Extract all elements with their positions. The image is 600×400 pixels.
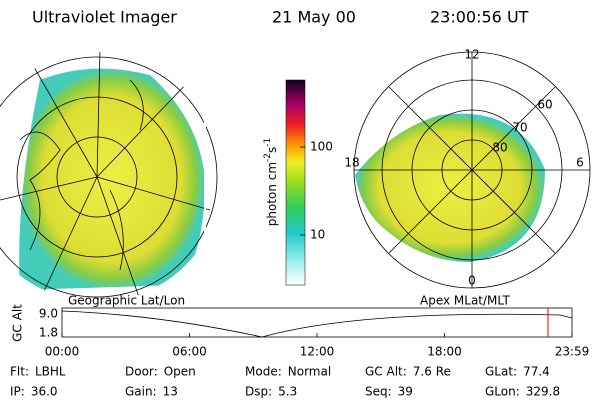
lat-label: 60 (537, 98, 552, 112)
x-tick-label: 06:00 (172, 345, 207, 359)
x-tick-label: 23:59 (555, 345, 590, 359)
info-value: 5.3 (278, 385, 297, 399)
mlt-label: 12 (464, 48, 479, 62)
mlt-label: 18 (344, 156, 359, 170)
info-value: 39 (398, 385, 413, 399)
info-label: Flt: (10, 365, 29, 379)
info-label: GC Alt: (365, 365, 407, 379)
info-value: LBHL (35, 365, 66, 379)
info-label: Dsp: (245, 385, 272, 399)
unit: s (265, 147, 279, 153)
info-label: Door: (125, 365, 158, 379)
y-label: GC Alt (11, 304, 25, 342)
info-value: Open (164, 365, 196, 379)
panel-label: Geographic Lat/Lon (68, 294, 185, 308)
info-value: 7.6 Re (413, 365, 451, 379)
lat-label: 70 (512, 121, 527, 135)
exp: -1 (263, 138, 273, 147)
colorbar (285, 79, 306, 286)
y-tick-label: 9.0 (39, 307, 58, 321)
info-label: GLat: (485, 365, 517, 379)
info-value: 13 (163, 385, 178, 399)
lat-label: 80 (492, 141, 507, 155)
mlt-label: 6 (576, 156, 584, 170)
info-value: Normal (288, 365, 331, 379)
info-value: 329.8 (526, 385, 560, 399)
title: Ultraviolet Imager (32, 8, 177, 27)
info-value: 36.0 (31, 385, 58, 399)
geographic-image (0, 52, 218, 301)
x-tick-label: 12:00 (300, 345, 335, 359)
info-label: Gain: (125, 385, 157, 399)
info-label: Seq: (365, 385, 392, 399)
info-label: Mode: (245, 365, 282, 379)
colorbar-tick: 100 (310, 140, 333, 154)
x-tick-label: 18:00 (427, 345, 462, 359)
panel-label: Apex MLat/MLT (420, 294, 510, 308)
info-value: 77.4 (523, 365, 550, 379)
info-label: IP: (10, 385, 25, 399)
mlt-label: 0 (468, 274, 476, 288)
polar-image (353, 51, 591, 289)
unit: photon cm (265, 162, 279, 226)
x-tick-label: 00:00 (45, 345, 80, 359)
altitude-plot (61, 307, 573, 338)
colorbar-label: photon cm-2s-1 (263, 138, 279, 227)
date: 21 May 00 (272, 8, 356, 27)
time: 23:00:56 UT (430, 8, 529, 27)
altitude-curve (61, 310, 573, 338)
colorbar-tick: 10 (310, 228, 325, 242)
exp: -2 (263, 153, 273, 162)
y-tick-label: 1.8 (39, 326, 58, 340)
info-label: GLon: (485, 385, 520, 399)
